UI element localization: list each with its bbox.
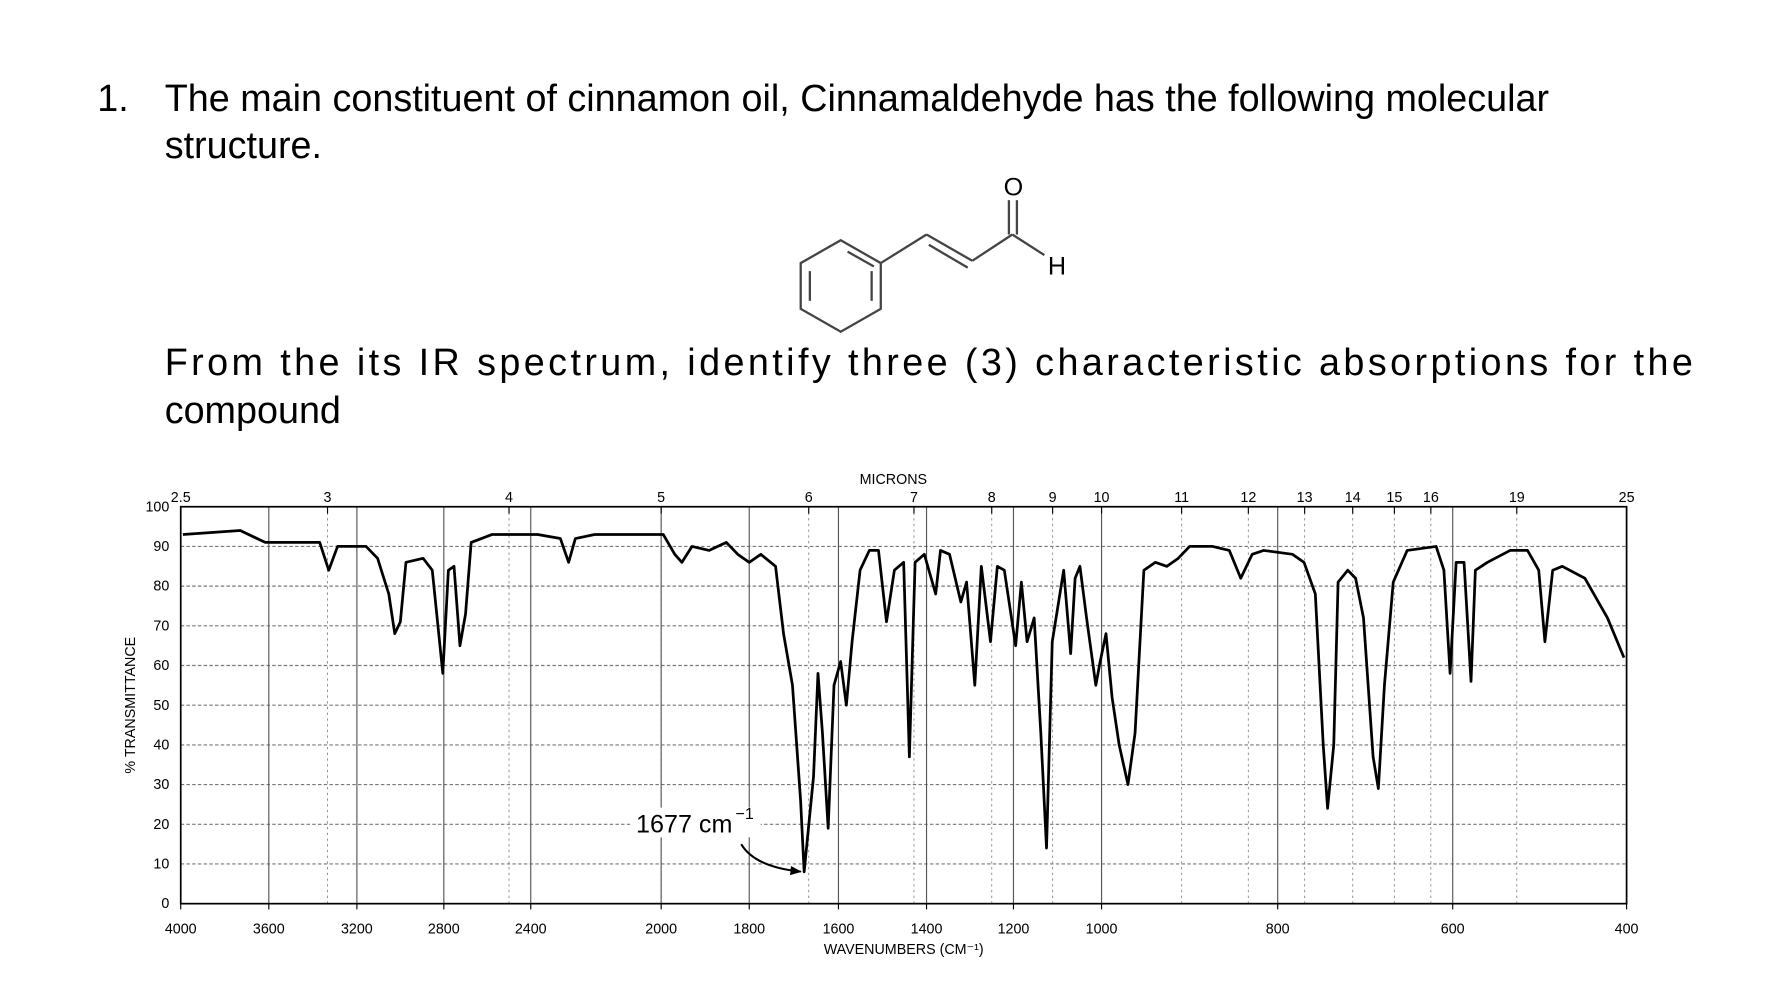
micron-tick-label: 8: [988, 490, 996, 506]
y-tick-label: 10: [153, 857, 169, 873]
question-text: structure.: [165, 124, 322, 166]
prompt-text: compound: [165, 389, 341, 431]
micron-tick-label: 6: [805, 490, 813, 506]
y-tick-label: 30: [153, 777, 169, 793]
y-tick-label: 50: [153, 698, 169, 714]
x-tick-label: 1000: [1086, 921, 1118, 937]
top-axis-title: MICRONS: [860, 472, 927, 488]
x-tick-label: 1600: [823, 921, 855, 937]
x-tick-label: 1200: [998, 921, 1030, 937]
micron-tick-label: 19: [1509, 490, 1525, 506]
micron-tick-label: 15: [1386, 490, 1402, 506]
micron-tick-label: 10: [1094, 490, 1110, 506]
x-tick-label: 2000: [645, 921, 677, 937]
annotation-text: 1677 cm: [636, 811, 733, 839]
micron-tick-label: 11: [1174, 490, 1189, 506]
y-tick-label: 20: [153, 817, 169, 833]
y-tick-label: 100: [145, 499, 169, 515]
x-tick-label: 3200: [341, 921, 373, 937]
annotation-superscript: −1: [736, 806, 754, 823]
spectrum-line: [182, 529, 1626, 874]
x-tick-label: 400: [1615, 921, 1639, 937]
x-tick-label: 4000: [165, 921, 197, 937]
y-tick-label: 80: [153, 579, 169, 595]
micron-tick-label: 13: [1297, 490, 1313, 506]
x-tick-label: 1400: [911, 921, 943, 937]
y-tick-label: 0: [161, 896, 169, 912]
y-tick-label: 40: [153, 737, 169, 753]
x-axis-title: WAVENUMBERS (CM⁻¹): [824, 942, 984, 958]
micron-tick-label: 16: [1423, 490, 1439, 506]
y-axis-title: % TRANSMITTANCE: [123, 637, 139, 774]
x-tick-label: 800: [1266, 921, 1290, 937]
x-tick-label: 2400: [515, 921, 547, 937]
prompt-text: From the its IR spectrum, identify three…: [165, 341, 1693, 383]
molecule: [799, 200, 1045, 334]
micron-tick-label: 4: [505, 490, 513, 506]
x-tick-label: 1800: [733, 921, 765, 937]
y-tick-label: 60: [153, 658, 169, 674]
micron-tick-label: 2.5: [171, 490, 191, 506]
micron-tick-label: 3: [324, 490, 332, 506]
y-tick-label: 70: [153, 618, 169, 634]
micron-tick-label: 7: [910, 490, 918, 506]
micron-tick-label: 12: [1240, 490, 1256, 506]
annotation-bg: [632, 807, 761, 838]
x-tick-label: 2800: [428, 921, 460, 937]
atom-label: O: [1004, 174, 1024, 202]
micron-tick-label: 14: [1345, 490, 1361, 506]
atom-label: H: [1048, 253, 1066, 281]
x-tick-label: 3600: [253, 921, 285, 937]
plot-frame: [179, 505, 1628, 905]
micron-tick-label: 5: [657, 490, 665, 506]
question-number: 1.: [97, 77, 128, 119]
micron-tick-label: 9: [1049, 490, 1057, 506]
y-tick-label: 90: [153, 539, 169, 555]
x-tick-label: 600: [1441, 921, 1465, 937]
micron-tick-label: 25: [1619, 490, 1635, 506]
annotation-arrow: [740, 843, 802, 876]
question-text: The main constituent of cinnamon oil, Ci…: [165, 77, 1549, 119]
